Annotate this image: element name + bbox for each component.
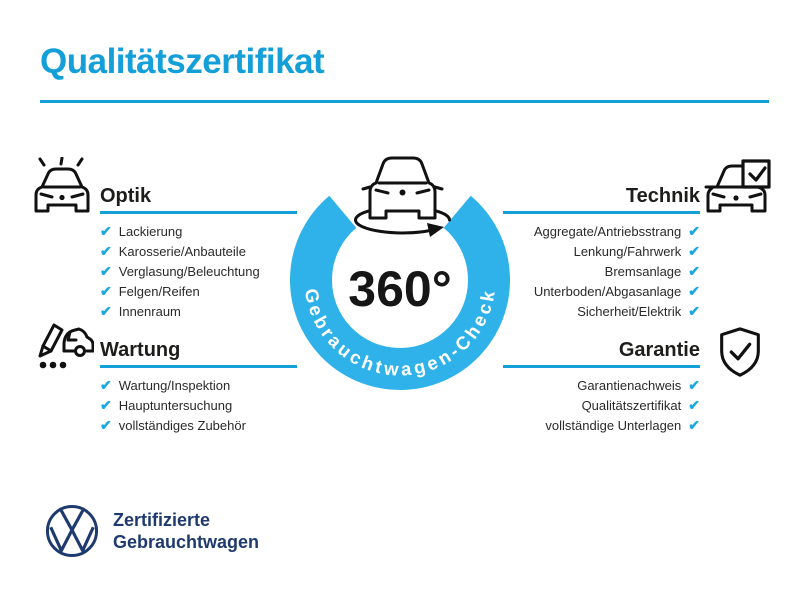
ring-arc (290, 195, 510, 390)
checklist-item: ✔ vollständiges Zubehör (100, 417, 246, 433)
checklist-item: ✔ Lackierung (100, 223, 183, 239)
check-icon: ✔ (100, 303, 112, 319)
checklist-wartung: ✔ Wartung/Inspektion ✔ Hauptuntersuchung ✔… (100, 375, 297, 435)
car-360-rotate-icon (354, 156, 451, 237)
checklist-item: Unterboden/Abgasanlage ✔ (533, 283, 700, 299)
section-divider (100, 211, 297, 214)
shield-check-icon (720, 327, 760, 377)
section-divider (503, 211, 700, 214)
checklist-technik: Aggregate/Antriebsstrang ✔ Lenkung/Fahrwe… (503, 221, 700, 321)
check-icon: ✔ (100, 417, 112, 433)
check-icon: ✔ (100, 377, 112, 393)
check-icon: ✔ (100, 243, 112, 259)
section-optik: Optik ✔ Lackierung ✔ Karosserie/Anbauteile… (100, 185, 297, 321)
checklist-item: ✔ Felgen/Reifen (100, 283, 200, 299)
checklist-item: ✔ Hauptuntersuchung (100, 397, 233, 413)
checklist-item: ✔ Verglasung/Beleuchtung (100, 263, 260, 279)
checklist-item: ✔ Wartung/Inspektion (100, 377, 231, 393)
check-icon: ✔ (688, 377, 700, 393)
brand-claim-line2: Gebrauchtwagen (113, 532, 260, 552)
title-divider (40, 100, 769, 103)
checklist-optik: ✔ Lackierung ✔ Karosserie/Anbauteile ✔ Verg… (100, 221, 297, 321)
check-icon: ✔ (100, 397, 112, 413)
360-check-ring: Gebrauchtwagen-Check 360° (290, 156, 510, 390)
section-garantie: Garantie Garantienachweis ✔ Qualitätszert… (503, 339, 700, 435)
checklist-item: Qualitätszertifikat ✔ (581, 397, 700, 413)
section-divider (100, 365, 297, 368)
section-wartung: Wartung ✔ Wartung/Inspektion ✔ Hauptunters… (100, 339, 297, 435)
checklist-item: Garantienachweis ✔ (577, 377, 700, 393)
car-shine-icon (34, 157, 90, 213)
section-title-technik: Technik (625, 185, 700, 207)
checklist-item: vollständige Unterlagen ✔ (545, 417, 700, 433)
check-icon: ✔ (688, 283, 700, 299)
check-icon: ✔ (100, 263, 112, 279)
vw-logo (45, 504, 99, 558)
check-icon: ✔ (100, 283, 112, 299)
check-icon: ✔ (688, 397, 700, 413)
checklist-item: Sicherheit/Elektrik ✔ (577, 303, 700, 319)
check-icon: ✔ (688, 303, 700, 319)
360-value: 360° (348, 261, 451, 317)
section-divider (503, 365, 700, 368)
car-checkbox-icon (704, 159, 771, 213)
checklist-garantie: Garantienachweis ✔ Qualitätszertifikat ✔ v… (503, 375, 700, 435)
section-title-wartung: Wartung (100, 339, 181, 361)
check-icon: ✔ (100, 223, 112, 239)
checklist-item: ✔ Innenraum (100, 303, 181, 319)
check-icon: ✔ (688, 243, 700, 259)
checklist-item: ✔ Karosserie/Anbauteile (100, 243, 246, 259)
section-technik: Technik Aggregate/Antriebsstrang ✔ Lenkun… (503, 185, 700, 321)
checklist-item: Bremsanlage ✔ (604, 263, 700, 279)
brand-claim: Zertifizierte Gebrauchtwagen (113, 509, 259, 553)
checklist-item: Lenkung/Fahrwerk ✔ (573, 243, 700, 259)
check-icon: ✔ (688, 223, 700, 239)
page-title: Qualitätszertifikat (40, 42, 325, 81)
check-icon: ✔ (688, 263, 700, 279)
section-title-garantie: Garantie (618, 339, 700, 361)
section-title-optik: Optik (100, 185, 152, 207)
checklist-item: Aggregate/Antriebsstrang ✔ (533, 223, 700, 239)
brand-claim-line1: Zertifizierte (113, 510, 211, 530)
check-icon: ✔ (688, 417, 700, 433)
brand-footer: Zertifizierte Gebrauchtwagen (44, 503, 259, 559)
pencil-car-icon (38, 323, 94, 369)
